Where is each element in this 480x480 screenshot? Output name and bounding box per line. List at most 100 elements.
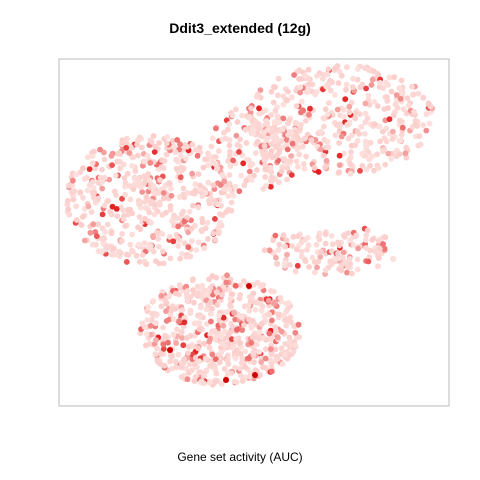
cell-point (249, 333, 256, 340)
cell-point (249, 317, 256, 324)
cell-point (304, 246, 310, 253)
cell-point (266, 247, 273, 254)
cell-point (219, 340, 226, 347)
cell-point (260, 152, 267, 158)
cell-point (227, 295, 234, 302)
cell-point (205, 162, 211, 169)
cell-point (297, 84, 304, 90)
cell-point (268, 112, 275, 118)
cell-point (126, 183, 133, 189)
cell-point (304, 234, 311, 241)
cell-point (347, 261, 354, 267)
cell-point (337, 122, 344, 128)
cell-point (375, 263, 381, 270)
cell-point (183, 155, 189, 162)
cell-point (216, 219, 223, 226)
cell-point (77, 189, 84, 196)
cell-point (87, 229, 94, 236)
cell-point (321, 115, 327, 122)
cell-point (242, 126, 249, 133)
cell-point (396, 85, 403, 92)
cell-point (381, 245, 388, 252)
cell-point (343, 86, 349, 93)
cell-point (294, 146, 301, 153)
cell-point (265, 311, 272, 318)
cell-point (347, 237, 354, 244)
cell-point (192, 146, 199, 153)
cell-point (193, 247, 200, 253)
cell-point (210, 230, 217, 237)
cell-point (95, 221, 101, 228)
cell-point (377, 236, 384, 243)
cell-point (353, 232, 360, 239)
cell-point (276, 179, 282, 186)
cell-point (225, 193, 232, 200)
cell-point (117, 165, 123, 172)
cell-point (309, 81, 316, 88)
cell-point (380, 85, 387, 91)
cell-point (426, 120, 433, 127)
cell-point (172, 149, 179, 156)
cell-point (336, 68, 343, 75)
cell-point (81, 175, 88, 182)
cell-point (158, 303, 165, 310)
cell-point (230, 192, 237, 199)
cell-point (163, 209, 169, 216)
cell-point (251, 359, 257, 366)
cell-point (170, 238, 177, 245)
cell-point (256, 329, 263, 336)
cell-point (286, 262, 293, 268)
cell-point (213, 289, 220, 296)
cell-point (281, 156, 288, 162)
cell-point (177, 152, 184, 159)
cell-point (207, 299, 214, 306)
cell-point (196, 358, 203, 365)
cell-point (380, 128, 386, 135)
cell-point (285, 300, 292, 306)
cell-point (226, 121, 233, 127)
cell-point (94, 196, 101, 203)
cell-point (364, 227, 371, 234)
cell-point (104, 221, 111, 228)
cell-point (346, 109, 353, 116)
cell-point (122, 191, 129, 198)
cell-point (292, 329, 299, 336)
cell-point (181, 218, 188, 225)
cell-point (163, 308, 169, 315)
cell-point-high (223, 377, 229, 383)
cell-point (221, 178, 228, 185)
cell-point (375, 72, 382, 78)
cell-point (173, 340, 180, 347)
cell-point (252, 367, 259, 374)
cell-point (81, 237, 88, 244)
cell-point (210, 273, 216, 280)
cell-point (99, 185, 106, 192)
cell-point (284, 176, 290, 183)
cell-point (296, 334, 302, 340)
cell-point (234, 326, 240, 333)
cell-point (202, 355, 209, 362)
cell-point (364, 115, 371, 122)
cell-point (405, 102, 412, 109)
cell-point (293, 103, 300, 109)
cell-point (268, 336, 274, 342)
cell-point (145, 171, 152, 177)
cell-point (163, 318, 170, 324)
cell-point (305, 85, 312, 92)
cell-point (332, 255, 338, 261)
cell-point (201, 372, 207, 379)
cell-point (200, 164, 207, 171)
cell-point (143, 331, 150, 337)
cell-point (127, 206, 133, 213)
cell-point (225, 206, 232, 213)
cell-point (71, 188, 78, 195)
cell-point (264, 136, 270, 142)
cell-point (209, 135, 216, 142)
cell-point (246, 114, 252, 121)
cell-point (396, 138, 403, 144)
cell-point (234, 119, 241, 125)
cell-point (117, 158, 123, 165)
cell-point (139, 189, 146, 195)
cell-point (150, 183, 157, 190)
cell-point (181, 356, 188, 362)
